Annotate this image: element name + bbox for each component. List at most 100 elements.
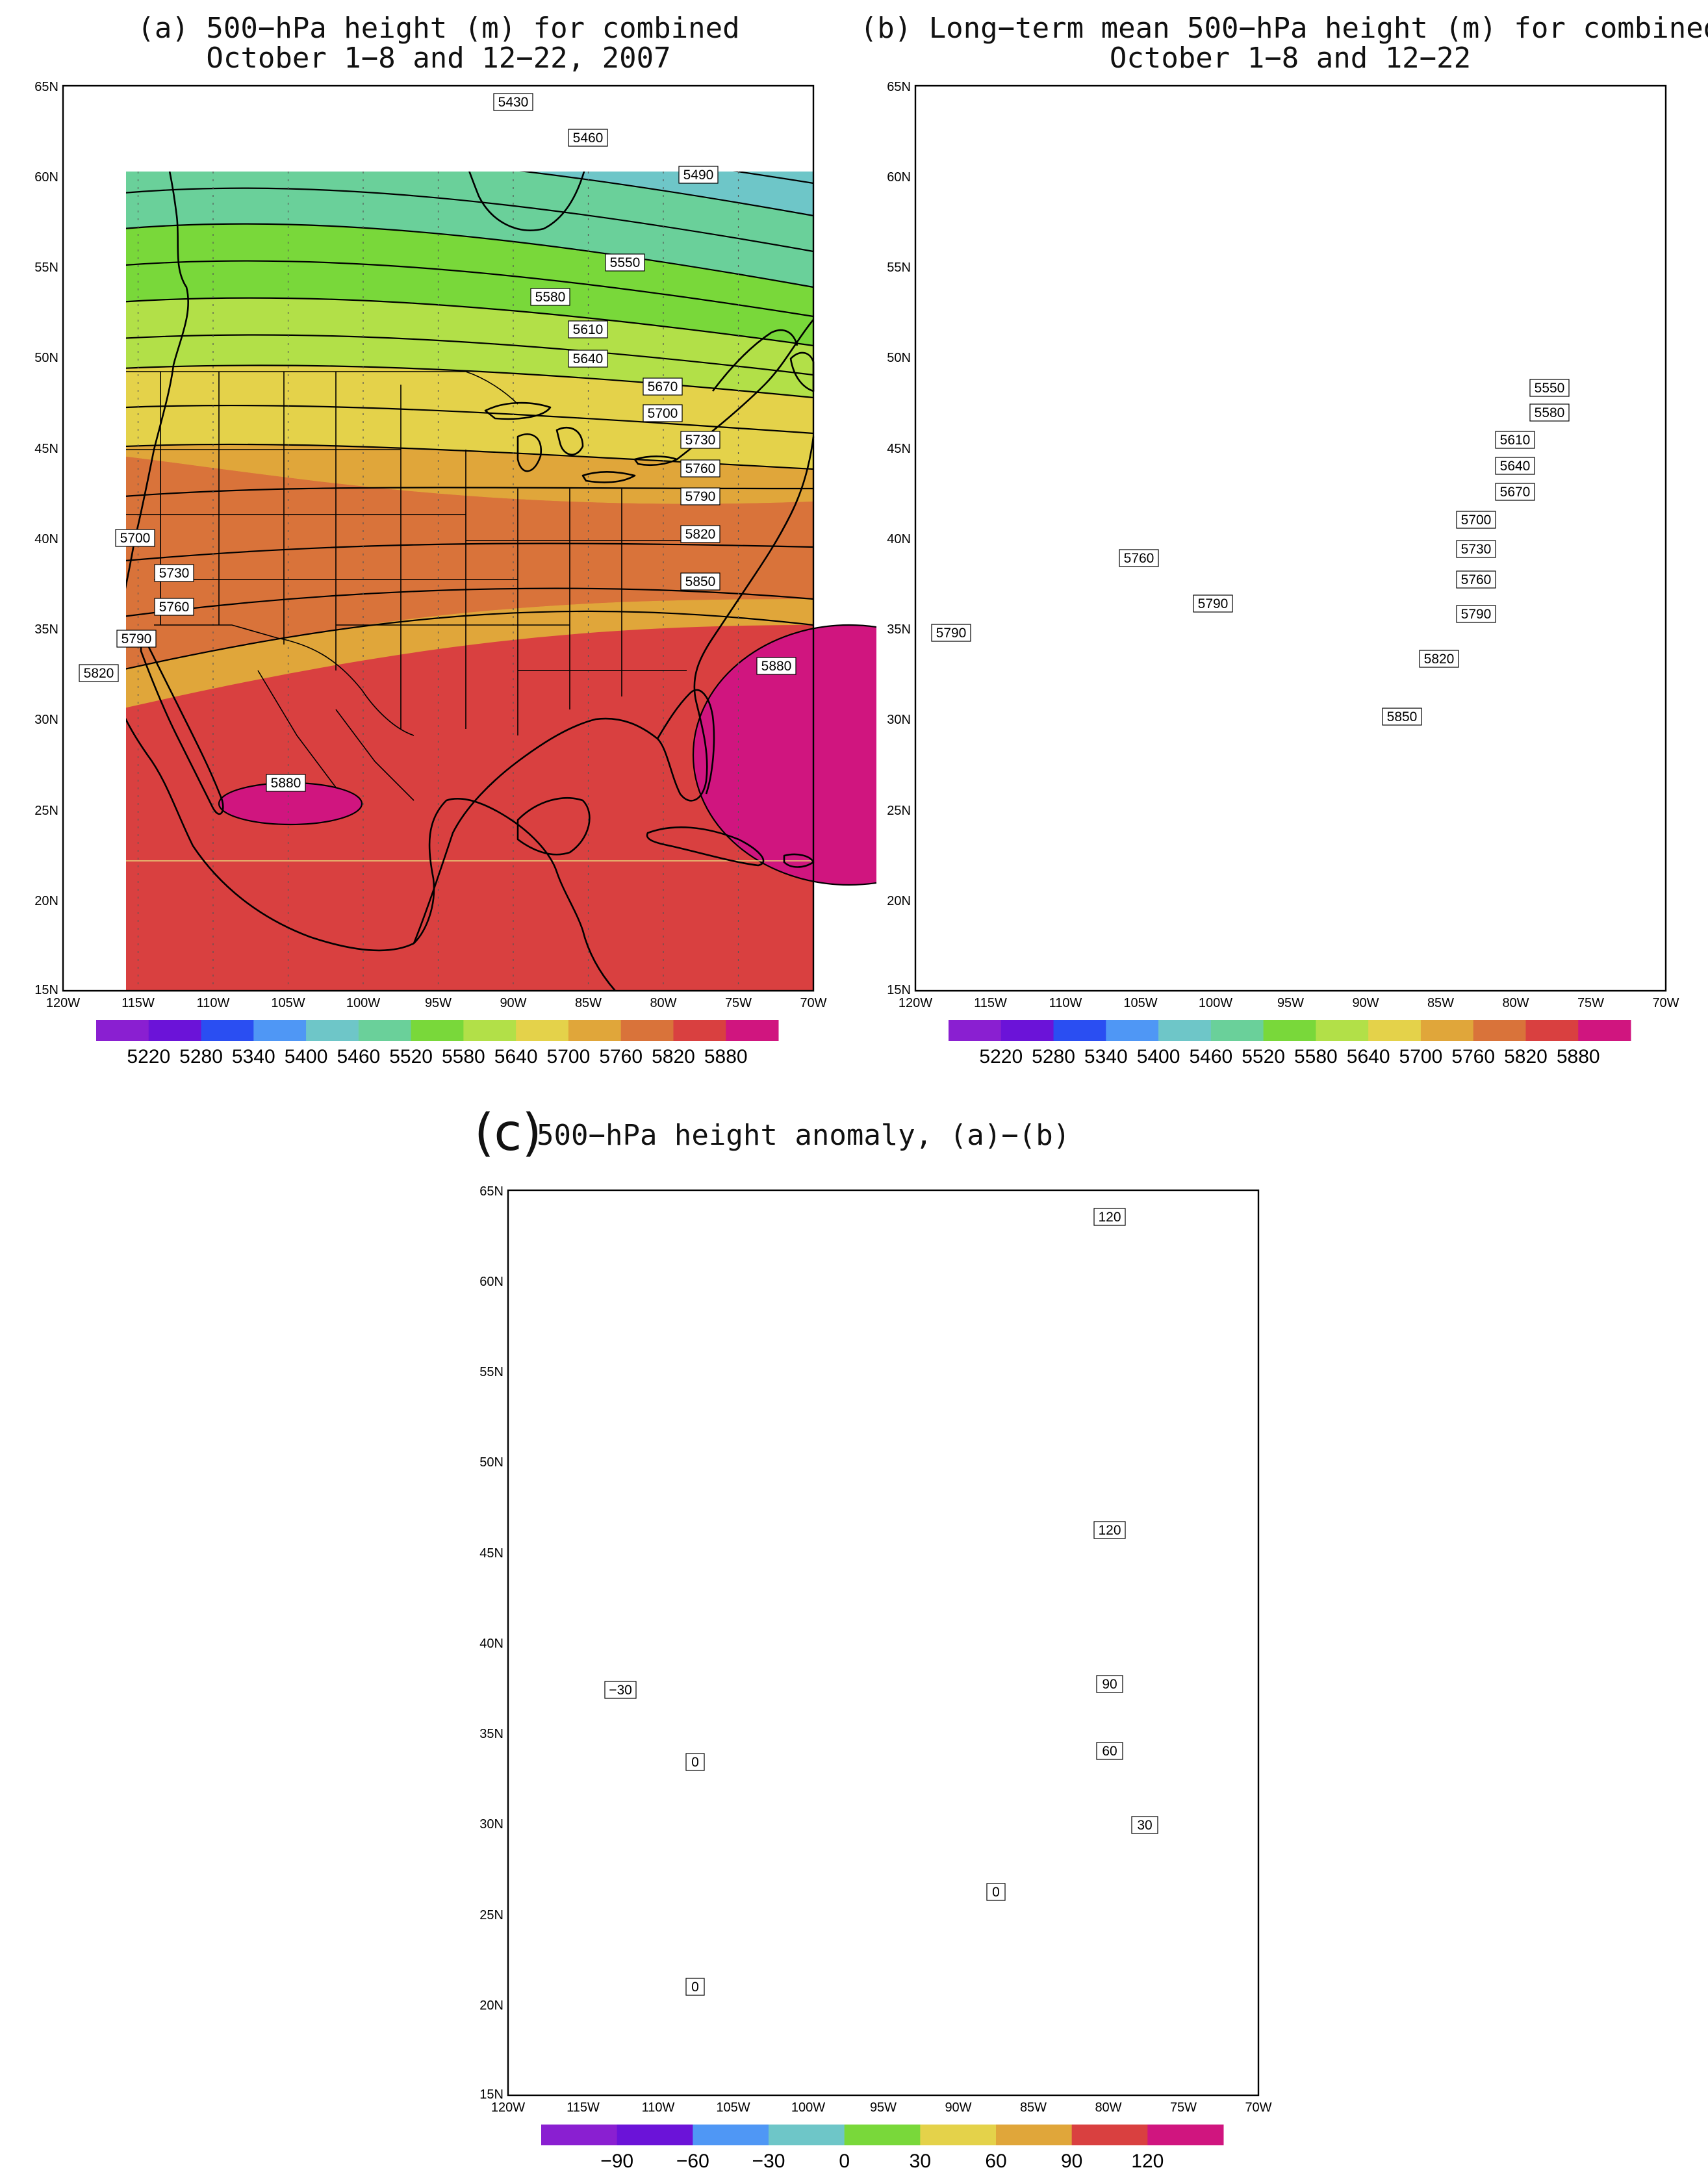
panel-c-colorbar-swatch — [920, 2125, 997, 2145]
panel-a-colorbar-swatch — [673, 1020, 726, 1041]
panel-a-colorbar-label: 5280 — [179, 1046, 223, 1067]
svg-text:85W: 85W — [1427, 996, 1454, 1010]
panel-a-colorbar-swatch — [516, 1020, 569, 1041]
panel-b-colorbar-label: 5460 — [1189, 1046, 1232, 1067]
svg-text:5730: 5730 — [159, 566, 190, 581]
panel-c-colorbar-label: 60 — [985, 2151, 1006, 2172]
svg-text:55N: 55N — [887, 261, 911, 275]
svg-text:5670: 5670 — [1500, 485, 1531, 500]
svg-text:100W: 100W — [1199, 996, 1232, 1010]
panel-a-colorbar-label: 5760 — [599, 1046, 643, 1067]
panel-a-colorbar-swatch — [306, 1020, 359, 1041]
svg-text:105W: 105W — [1123, 996, 1157, 1010]
panel-a-map — [126, 172, 876, 992]
svg-text:5610: 5610 — [1500, 433, 1531, 448]
svg-text:40N: 40N — [479, 1637, 503, 1651]
svg-text:95W: 95W — [425, 996, 452, 1010]
svg-text:115W: 115W — [121, 996, 155, 1010]
svg-text:5790: 5790 — [1461, 607, 1492, 622]
svg-text:35N: 35N — [34, 622, 58, 637]
panel-a-lat-ticks: 65N 60N 55N 50N 45N 40N 35N 30N 25N 20N … — [34, 80, 58, 997]
panel-c-colorbar-label: −60 — [676, 2151, 709, 2172]
panel-b-colorbar-swatch — [1210, 1020, 1264, 1041]
panel-c-colorbar-swatch — [1147, 2125, 1224, 2145]
panel-b-title-line2: October 1−8 and 12−22 — [1110, 42, 1471, 75]
svg-text:45N: 45N — [479, 1546, 503, 1561]
svg-text:5550: 5550 — [1535, 381, 1565, 396]
svg-text:85W: 85W — [575, 996, 602, 1010]
panel-c-colorbar-label: −30 — [752, 2151, 785, 2172]
svg-text:60N: 60N — [34, 170, 58, 185]
svg-text:30: 30 — [1137, 1818, 1152, 1833]
panel-a-colorbar-label: 5880 — [704, 1046, 748, 1067]
panel-a-colorbar-label: 5700 — [547, 1046, 591, 1067]
svg-text:45N: 45N — [34, 442, 58, 456]
svg-text:110W: 110W — [642, 2100, 675, 2115]
panel-b-colorbar-label: 5340 — [1084, 1046, 1128, 1067]
panel-b-colorbar-label: 5700 — [1399, 1046, 1443, 1067]
panel-a-colorbar: 5220 5280 5340 5400 5460 5520 5580 5640 5700 5760… — [96, 1020, 779, 1067]
svg-text:−30: −30 — [609, 1683, 632, 1698]
panel-b-lat-ticks: 65N 60N 55N 50N 45N 40N 35N 30N 25N 20N … — [887, 80, 911, 997]
svg-text:80W: 80W — [1095, 2100, 1121, 2115]
svg-text:35N: 35N — [887, 622, 911, 637]
svg-text:0: 0 — [691, 1980, 699, 1995]
svg-text:20N: 20N — [887, 894, 911, 908]
svg-text:70W: 70W — [800, 996, 826, 1010]
svg-text:30N: 30N — [887, 713, 911, 727]
svg-text:15N: 15N — [34, 983, 58, 997]
panel-b-colorbar-label: 5520 — [1242, 1046, 1285, 1067]
svg-text:5760: 5760 — [1461, 572, 1492, 587]
svg-text:15N: 15N — [479, 2087, 503, 2102]
panel-c-colorbar-label: 0 — [839, 2151, 850, 2172]
svg-text:15N: 15N — [887, 983, 911, 997]
svg-text:45N: 45N — [887, 442, 911, 456]
svg-text:5550: 5550 — [610, 255, 641, 270]
svg-text:120W: 120W — [899, 996, 932, 1010]
panel-c-colorbar-swatch — [541, 2125, 618, 2145]
panel-b-colorbar-swatch — [949, 1020, 1002, 1041]
svg-text:115W: 115W — [974, 996, 1007, 1010]
svg-text:75W: 75W — [1577, 996, 1604, 1010]
svg-text:5700: 5700 — [1461, 513, 1492, 528]
svg-text:65N: 65N — [887, 80, 911, 94]
svg-text:5880: 5880 — [271, 776, 301, 791]
panel-a-colorbar-swatch — [463, 1020, 516, 1041]
panel-b-colorbar-label: 5400 — [1137, 1046, 1180, 1067]
svg-text:50N: 50N — [887, 351, 911, 365]
svg-text:75W: 75W — [1170, 2100, 1197, 2115]
svg-text:20N: 20N — [479, 1998, 503, 2013]
panel-a-colorbar-label: 5640 — [494, 1046, 538, 1067]
svg-text:5790: 5790 — [1198, 596, 1229, 611]
svg-text:5700: 5700 — [120, 531, 151, 546]
svg-text:115W: 115W — [567, 2100, 600, 2115]
svg-text:100W: 100W — [346, 996, 380, 1010]
panel-b-colorbar-swatch — [1473, 1020, 1526, 1041]
panel-a-colorbar-swatch — [620, 1020, 674, 1041]
svg-text:5790: 5790 — [685, 489, 716, 504]
svg-text:90: 90 — [1102, 1677, 1117, 1692]
svg-text:80W: 80W — [650, 996, 676, 1010]
svg-text:5730: 5730 — [1461, 542, 1492, 557]
panel-c-colorbar-label: 120 — [1131, 2151, 1164, 2172]
svg-text:5700: 5700 — [648, 406, 678, 421]
svg-text:5820: 5820 — [685, 527, 716, 542]
svg-text:5640: 5640 — [573, 351, 604, 366]
panel-b-colorbar-label: 5640 — [1347, 1046, 1390, 1067]
svg-text:5850: 5850 — [685, 574, 716, 589]
svg-text:60N: 60N — [479, 1275, 503, 1289]
panel-c-colorbar-label: 30 — [910, 2151, 931, 2172]
svg-text:70W: 70W — [1652, 996, 1679, 1010]
svg-text:25N: 25N — [887, 804, 911, 818]
svg-text:30N: 30N — [479, 1817, 503, 1832]
svg-text:5760: 5760 — [685, 461, 716, 476]
panel-c-colorbar-swatch — [617, 2125, 693, 2145]
panel-b-colorbar-swatch — [1158, 1020, 1212, 1041]
svg-text:5850: 5850 — [1387, 709, 1418, 724]
svg-text:5610: 5610 — [573, 322, 604, 337]
panel-b-colorbar-swatch — [1316, 1020, 1369, 1041]
panel-b-colorbar-swatch — [1053, 1020, 1106, 1041]
svg-text:120W: 120W — [46, 996, 80, 1010]
svg-text:60: 60 — [1102, 1744, 1117, 1759]
svg-text:70W: 70W — [1245, 2100, 1271, 2115]
